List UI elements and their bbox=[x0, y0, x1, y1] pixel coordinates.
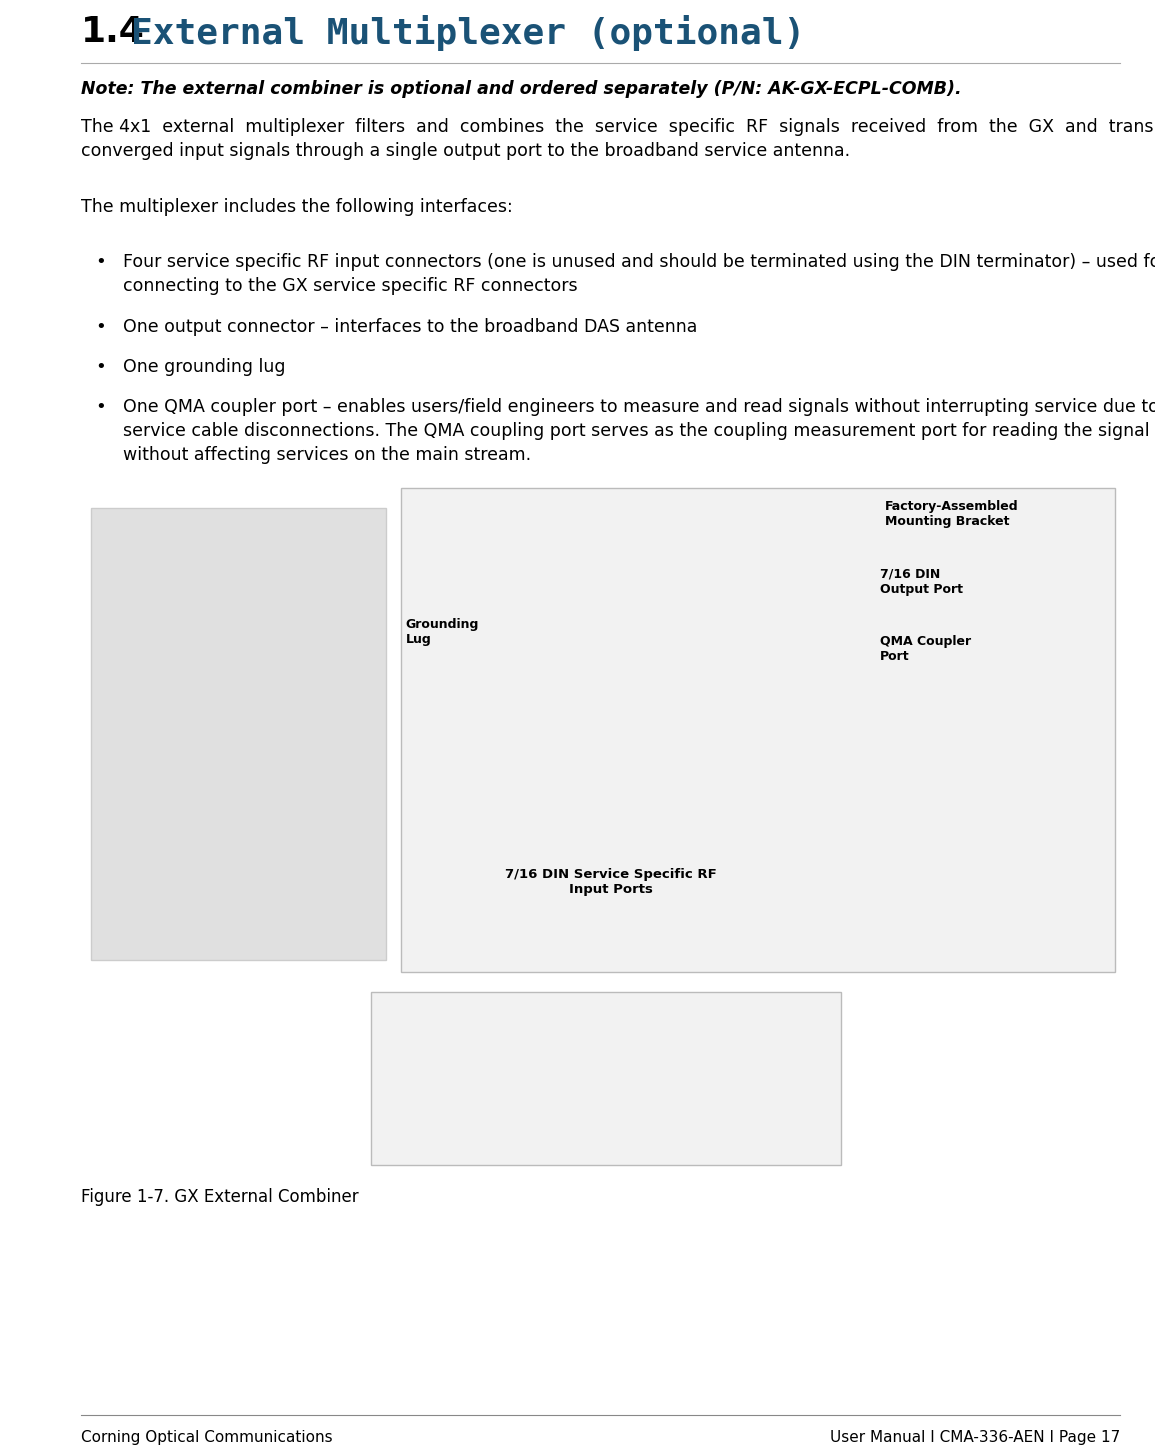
Text: •: • bbox=[95, 253, 105, 272]
Text: Corning Optical Communications: Corning Optical Communications bbox=[81, 1430, 333, 1445]
Text: •: • bbox=[95, 398, 105, 417]
FancyBboxPatch shape bbox=[371, 992, 841, 1165]
Text: service cable disconnections. The QMA coupling port serves as the coupling measu: service cable disconnections. The QMA co… bbox=[122, 423, 1149, 440]
Text: One output connector – interfaces to the broadband DAS antenna: One output connector – interfaces to the… bbox=[122, 318, 698, 335]
Text: External Multiplexer (optional): External Multiplexer (optional) bbox=[131, 15, 805, 51]
Text: 1.4: 1.4 bbox=[81, 15, 144, 49]
Text: Factory-Assembled
Mounting Bracket: Factory-Assembled Mounting Bracket bbox=[886, 499, 1019, 529]
Text: Grounding
Lug: Grounding Lug bbox=[405, 619, 479, 646]
Text: without affecting services on the main stream.: without affecting services on the main s… bbox=[122, 446, 531, 465]
Text: •: • bbox=[95, 318, 105, 335]
Text: One QMA coupler port – enables users/field engineers to measure and read signals: One QMA coupler port – enables users/fie… bbox=[122, 398, 1155, 417]
Text: Note: The external combiner is optional and ordered separately (P/N: AK-GX-ECPL-: Note: The external combiner is optional … bbox=[81, 80, 961, 97]
Text: 7/16 DIN Service Specific RF
Input Ports: 7/16 DIN Service Specific RF Input Ports bbox=[505, 868, 717, 896]
Text: 7/16 DIN
Output Port: 7/16 DIN Output Port bbox=[880, 568, 963, 595]
Text: Four service specific RF input connectors (one is unused and should be terminate: Four service specific RF input connector… bbox=[122, 253, 1155, 272]
Text: •: • bbox=[95, 359, 105, 376]
FancyBboxPatch shape bbox=[91, 508, 386, 960]
FancyBboxPatch shape bbox=[401, 488, 1116, 971]
Text: QMA Coupler
Port: QMA Coupler Port bbox=[880, 635, 971, 664]
Text: One grounding lug: One grounding lug bbox=[122, 359, 285, 376]
Text: The 4x1  external  multiplexer  filters  and  combines  the  service  specific  : The 4x1 external multiplexer filters and… bbox=[81, 118, 1155, 136]
Text: converged input signals through a single output port to the broadband service an: converged input signals through a single… bbox=[81, 142, 850, 160]
Text: connecting to the GX service specific RF connectors: connecting to the GX service specific RF… bbox=[122, 277, 578, 295]
Text: Figure 1-7. GX External Combiner: Figure 1-7. GX External Combiner bbox=[81, 1188, 358, 1207]
Text: User Manual I CMA-336-AEN I Page 17: User Manual I CMA-336-AEN I Page 17 bbox=[830, 1430, 1120, 1445]
Text: The multiplexer includes the following interfaces:: The multiplexer includes the following i… bbox=[81, 197, 513, 216]
